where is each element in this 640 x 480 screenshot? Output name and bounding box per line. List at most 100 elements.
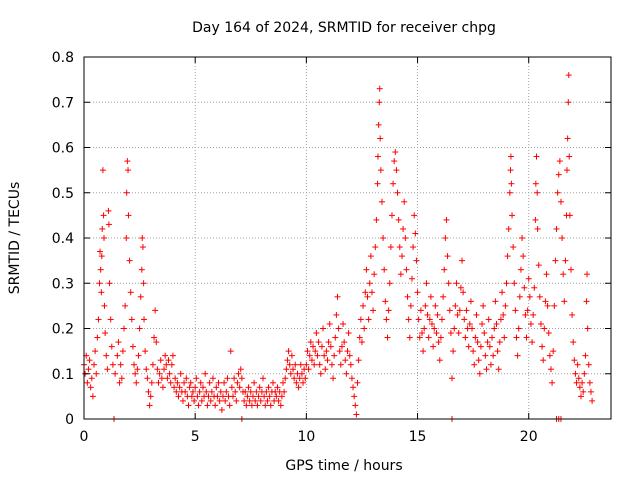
data-point: [462, 334, 469, 341]
data-point: [123, 189, 130, 196]
data-point: [255, 393, 262, 400]
data-point: [327, 343, 334, 350]
data-point: [533, 153, 540, 160]
data-point: [425, 334, 432, 341]
x-axis-label: GPS time / hours: [285, 458, 402, 474]
data-point: [457, 284, 464, 291]
data-point: [125, 167, 132, 174]
data-point: [560, 271, 567, 278]
data-point: [483, 366, 490, 373]
data-point: [287, 370, 294, 377]
data-point: [408, 275, 415, 282]
data-point: [103, 352, 110, 359]
data-point: [476, 370, 483, 377]
data-point: [453, 280, 460, 287]
data-point: [229, 393, 236, 400]
x-tick-label: 0: [80, 429, 89, 445]
data-point: [351, 393, 358, 400]
y-tick-label: 0: [65, 412, 74, 428]
data-point: [227, 348, 234, 355]
data-point: [330, 375, 337, 382]
data-point: [123, 235, 130, 241]
data-point: [206, 379, 213, 386]
data-point: [105, 207, 112, 214]
data-point: [492, 298, 499, 305]
data-point: [376, 85, 383, 92]
data-point: [238, 375, 245, 382]
data-point: [380, 235, 387, 241]
data-point: [143, 366, 150, 373]
data-point: [209, 375, 216, 382]
data-point: [164, 375, 171, 382]
data-point: [188, 393, 195, 400]
data-point: [439, 316, 446, 323]
data-point: [482, 352, 489, 359]
data-point: [171, 384, 178, 391]
data-point: [350, 384, 357, 391]
data-point: [97, 248, 104, 255]
data-point: [514, 352, 521, 359]
data-point: [85, 366, 92, 373]
data-point: [539, 343, 546, 350]
data-point: [247, 388, 254, 395]
data-point: [475, 357, 482, 364]
data-point: [244, 393, 251, 400]
data-point: [451, 325, 458, 332]
data-point: [285, 348, 292, 355]
data-point: [410, 244, 417, 251]
data-point: [141, 316, 148, 323]
data-point: [525, 275, 532, 282]
data-point: [153, 339, 160, 346]
data-point: [328, 361, 335, 368]
data-point: [306, 352, 313, 359]
data-point: [108, 343, 115, 350]
data-point: [252, 397, 259, 404]
data-point: [377, 167, 384, 174]
axis-ticks: 0 5 10 15 20 0 0.1 0.2 0.3 0.4 0.5 0.6 0.7 0.8: [52, 50, 611, 445]
data-point: [512, 307, 519, 314]
data-point: [571, 357, 578, 364]
data-point: [265, 384, 272, 391]
data-point: [340, 320, 347, 327]
data-point: [320, 325, 327, 332]
data-point: [443, 216, 450, 223]
data-point: [563, 167, 570, 174]
data-point: [465, 343, 472, 350]
data-point: [84, 379, 91, 386]
data-point: [177, 370, 184, 377]
data-point: [479, 320, 486, 327]
data-point: [195, 402, 202, 409]
data-point: [414, 289, 421, 296]
data-point: [416, 334, 423, 341]
data-point: [566, 212, 573, 219]
data-point: [321, 352, 328, 359]
data-point: [249, 393, 256, 400]
data-point: [251, 379, 258, 386]
data-point: [139, 235, 146, 241]
data-point: [326, 320, 333, 327]
data-point: [582, 352, 589, 359]
data-point: [107, 316, 114, 323]
data-point: [543, 271, 550, 278]
data-point: [297, 361, 304, 368]
data-point: [371, 271, 378, 278]
data-point: [124, 158, 131, 165]
data-point: [303, 361, 310, 368]
data-point: [105, 221, 112, 228]
data-point: [432, 302, 439, 309]
data-point: [132, 370, 139, 377]
data-point: [499, 289, 506, 296]
data-point: [237, 366, 244, 373]
data-point: [236, 384, 243, 391]
data-point: [94, 334, 101, 341]
data-point: [556, 158, 563, 165]
data-point: [203, 388, 210, 395]
data-point: [312, 348, 319, 355]
data-point: [444, 253, 451, 260]
data-point: [228, 384, 235, 391]
data-point: [471, 361, 478, 368]
data-point: [358, 339, 365, 346]
data-point: [581, 370, 588, 377]
data-point: [172, 375, 179, 382]
